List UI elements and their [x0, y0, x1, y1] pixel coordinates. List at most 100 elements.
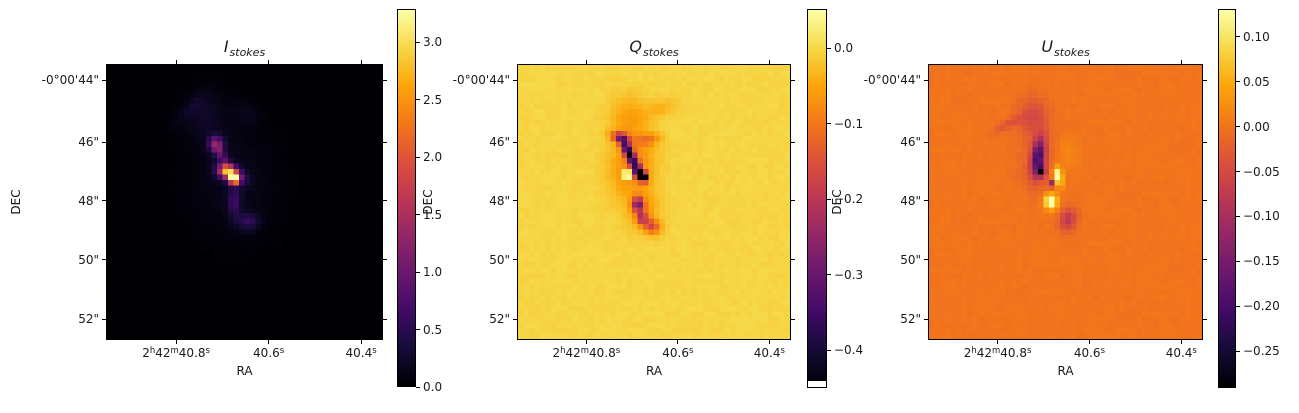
x-tick-label: 40.4s [296, 346, 426, 360]
tick-text: 40.8 [589, 346, 616, 360]
y-tick-label: 48" [900, 193, 921, 208]
stokes-Q-image [518, 65, 790, 339]
colorbar-tick [1236, 215, 1240, 217]
colorbar-tick [827, 123, 831, 125]
x-tick-top [175, 60, 177, 64]
tick-text: 40.8 [1000, 346, 1027, 360]
y-tick-left [513, 200, 517, 202]
y-tick-left [924, 318, 928, 320]
y-tick-label: 52" [78, 312, 99, 327]
colorbar-tick [416, 214, 420, 216]
colorbar-I-gradient [398, 10, 415, 386]
y-tick-label: 48" [489, 193, 510, 208]
colorbar-tick [827, 198, 831, 200]
y-tick-right [1203, 200, 1207, 202]
panel-I-axes [106, 64, 383, 340]
colorbar-I [397, 9, 416, 387]
colorbar-U-gradient [1219, 10, 1235, 387]
tick-text: 40.4 [753, 346, 781, 360]
tick-superscript: s [688, 346, 694, 356]
y-tick-left [924, 259, 928, 261]
y-tick-left [513, 318, 517, 320]
x-tick-label: 2h42m40.8s [521, 346, 651, 360]
tick-superscript: h [560, 346, 566, 356]
x-tick-bottom [1088, 340, 1090, 344]
tick-superscript: s [279, 346, 285, 356]
colorbar-tick-label: −0.4 [834, 343, 864, 358]
colorbar-tick-label: 1.5 [423, 207, 443, 222]
y-tick-label: 46" [489, 135, 510, 150]
panel-Q-title: Qstokes [517, 36, 791, 59]
y-tick-label: -0°00'44" [41, 73, 99, 87]
stokes-U-image [929, 65, 1202, 339]
tick-superscript: m [580, 346, 590, 356]
y-tick-right [1203, 79, 1207, 81]
y-tick-left [102, 79, 106, 81]
x-tick-label: 40.6s [204, 346, 334, 360]
y-tick-label: 48" [78, 193, 99, 208]
colorbar-tick-label: −0.10 [1243, 209, 1280, 224]
y-tick-right [383, 200, 387, 202]
y-tick-label: -0°00'44" [863, 73, 921, 87]
colorbar-tick [1236, 305, 1240, 307]
y-tick-right [791, 259, 795, 261]
y-tick-right [383, 79, 387, 81]
tick-text: 40.8 [178, 346, 206, 360]
title-letter: Q [629, 37, 642, 56]
x-tick-label: 40.6s [613, 346, 743, 360]
tick-text: 40.4 [1165, 346, 1193, 360]
panel-I-title: Istokes [106, 36, 383, 59]
x-tick-top [360, 60, 362, 64]
y-tick-left [102, 200, 106, 202]
x-tick-top [997, 60, 999, 64]
x-tick-label: 2h42m40.8s [933, 346, 1063, 360]
y-tick-left [924, 200, 928, 202]
colorbar-Q-gradient [808, 10, 826, 387]
y-tick-right [383, 141, 387, 143]
colorbar-tick [416, 41, 420, 43]
colorbar-tick [827, 47, 831, 49]
colorbar-tick [1236, 81, 1240, 83]
tick-superscript: s [1192, 346, 1197, 356]
title-letter: U [1041, 37, 1054, 56]
colorbar-tick-label: −0.25 [1243, 344, 1280, 359]
x-tick-bottom [268, 340, 270, 344]
x-tick-label: 40.6s [1024, 346, 1154, 360]
colorbar-tick-label: 0.0 [834, 41, 854, 56]
colorbar-tick [416, 156, 420, 158]
colorbar-tick-label: −0.2 [834, 192, 864, 207]
panel-Q-axes [517, 64, 791, 340]
y-tick-label: -0°00'44" [452, 73, 510, 87]
tick-text: 42 [976, 346, 992, 360]
colorbar-tick-label: 0.0 [423, 380, 443, 394]
colorbar-tick [827, 349, 831, 351]
colorbar-tick [416, 271, 420, 273]
y-tick-label: 50" [489, 252, 510, 267]
y-tick-left [102, 259, 106, 261]
colorbar-tick [1236, 126, 1240, 128]
x-tick-bottom [360, 340, 362, 344]
tick-text: 2 [963, 346, 972, 360]
y-tick-right [1203, 259, 1207, 261]
colorbar-tick-label: −0.3 [834, 267, 864, 282]
y-tick-right [1203, 318, 1207, 320]
colorbar-tick [1236, 350, 1240, 352]
colorbar-tick-label: −0.05 [1243, 164, 1280, 179]
tick-superscript: m [992, 346, 1001, 356]
y-tick-right [791, 79, 795, 81]
tick-superscript: s [205, 346, 210, 356]
colorbar-tick [1236, 36, 1240, 38]
colorbar-tick-label: 0.10 [1243, 29, 1270, 44]
colorbar-tick [416, 386, 420, 388]
tick-text: 2 [552, 346, 561, 360]
colorbar-tick [1236, 260, 1240, 262]
colorbar-under-patch [808, 381, 826, 387]
tick-superscript: s [615, 346, 621, 356]
x-tick-top [1180, 60, 1182, 64]
y-tick-right [791, 200, 795, 202]
title-letter: I [223, 37, 229, 56]
ra-axis-label: RA [1057, 364, 1074, 378]
tick-superscript: h [149, 346, 156, 356]
colorbar-Q [807, 9, 827, 388]
dec-axis-label: DEC [9, 189, 23, 215]
